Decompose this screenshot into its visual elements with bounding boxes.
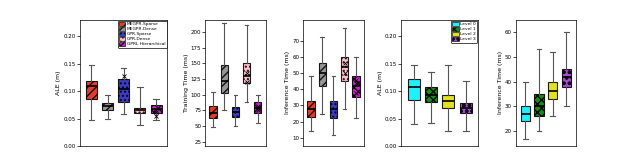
PathPatch shape xyxy=(86,81,97,99)
PathPatch shape xyxy=(562,69,571,87)
Legend: MEGPR-Sparse, MEGPR-Dense, GPR-Sparse, GPR-Dense, GPRL Hierarchical: MEGPR-Sparse, MEGPR-Dense, GPR-Sparse, G… xyxy=(118,20,166,48)
PathPatch shape xyxy=(254,102,262,113)
Y-axis label: ALE (m): ALE (m) xyxy=(378,71,383,95)
Y-axis label: Inference Time (ms): Inference Time (ms) xyxy=(498,51,502,114)
PathPatch shape xyxy=(221,65,228,93)
PathPatch shape xyxy=(425,87,437,102)
PathPatch shape xyxy=(408,79,419,100)
PathPatch shape xyxy=(118,79,129,102)
PathPatch shape xyxy=(243,63,250,83)
PathPatch shape xyxy=(102,103,113,110)
PathPatch shape xyxy=(232,107,239,117)
PathPatch shape xyxy=(341,57,348,81)
PathPatch shape xyxy=(150,105,162,113)
PathPatch shape xyxy=(330,101,337,118)
PathPatch shape xyxy=(209,106,217,118)
Y-axis label: Inference Time (ms): Inference Time (ms) xyxy=(285,51,290,114)
Y-axis label: Training Time (ms): Training Time (ms) xyxy=(184,54,189,112)
PathPatch shape xyxy=(319,63,326,86)
PathPatch shape xyxy=(534,94,544,116)
PathPatch shape xyxy=(134,108,145,113)
PathPatch shape xyxy=(460,103,472,113)
Y-axis label: ALE (m): ALE (m) xyxy=(56,71,61,95)
Legend: Level 0, Level 1, Level 2, Level 3: Level 0, Level 1, Level 2, Level 3 xyxy=(451,20,477,43)
PathPatch shape xyxy=(352,76,360,97)
PathPatch shape xyxy=(548,82,557,99)
PathPatch shape xyxy=(521,106,530,121)
PathPatch shape xyxy=(307,101,315,117)
PathPatch shape xyxy=(442,95,454,108)
